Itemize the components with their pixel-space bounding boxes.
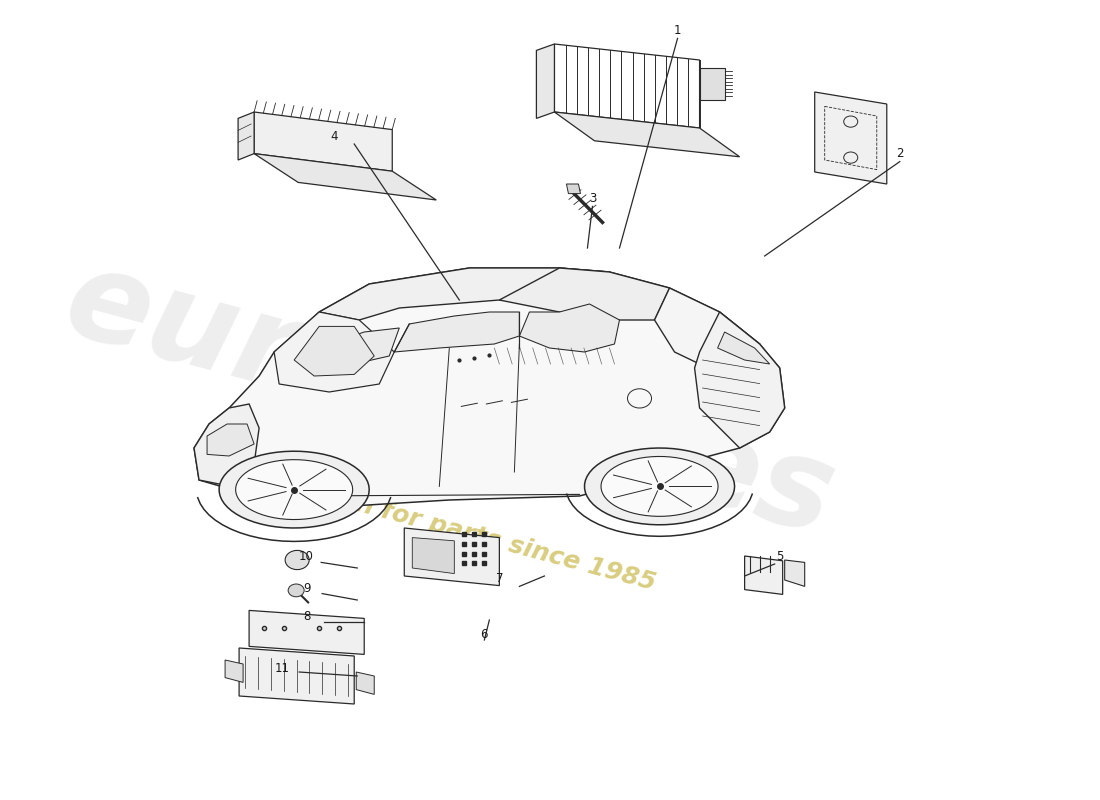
Text: 11: 11 [275, 662, 289, 674]
Circle shape [288, 584, 305, 597]
Text: 5: 5 [776, 550, 783, 562]
Polygon shape [207, 424, 254, 456]
Polygon shape [394, 312, 519, 352]
Polygon shape [194, 268, 784, 508]
Polygon shape [784, 560, 805, 586]
Text: 1: 1 [674, 24, 681, 37]
Polygon shape [239, 648, 354, 704]
Text: 10: 10 [299, 550, 314, 563]
Text: 7: 7 [496, 572, 503, 585]
Polygon shape [584, 448, 735, 525]
Polygon shape [717, 332, 770, 364]
Polygon shape [405, 528, 499, 586]
Polygon shape [700, 68, 725, 100]
Polygon shape [499, 268, 670, 320]
Polygon shape [319, 328, 399, 364]
Polygon shape [537, 44, 554, 118]
Polygon shape [654, 288, 760, 368]
Polygon shape [519, 304, 619, 352]
Text: a passion for parts since 1985: a passion for parts since 1985 [241, 462, 658, 594]
Polygon shape [356, 672, 374, 694]
Text: 2: 2 [896, 147, 903, 160]
Polygon shape [249, 610, 364, 654]
Text: 9: 9 [304, 582, 311, 594]
Polygon shape [238, 112, 254, 160]
Polygon shape [694, 312, 784, 448]
Polygon shape [294, 326, 374, 376]
Polygon shape [815, 92, 887, 184]
Polygon shape [566, 184, 581, 194]
Polygon shape [319, 268, 619, 320]
Polygon shape [274, 312, 394, 392]
Polygon shape [219, 451, 370, 528]
Polygon shape [745, 556, 783, 594]
Polygon shape [254, 154, 437, 200]
Text: 4: 4 [330, 130, 338, 142]
Text: eurospares: eurospares [52, 239, 847, 561]
Text: 6: 6 [481, 628, 488, 641]
Polygon shape [412, 538, 454, 574]
Text: 8: 8 [304, 610, 311, 622]
Polygon shape [554, 112, 739, 157]
Polygon shape [226, 660, 243, 682]
Polygon shape [235, 460, 353, 519]
Polygon shape [254, 112, 393, 171]
Text: 3: 3 [588, 192, 596, 205]
Polygon shape [194, 404, 260, 488]
Circle shape [285, 550, 309, 570]
Polygon shape [601, 457, 718, 516]
